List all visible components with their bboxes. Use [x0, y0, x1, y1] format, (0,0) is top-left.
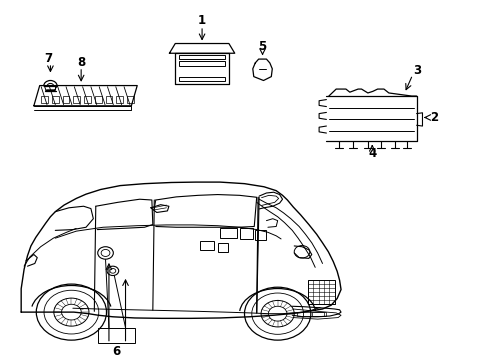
- Bar: [62, 96, 69, 103]
- Text: 5: 5: [258, 40, 266, 53]
- Bar: [179, 77, 224, 81]
- Text: 1: 1: [198, 14, 206, 27]
- Text: 2: 2: [430, 111, 438, 124]
- Bar: [116, 96, 123, 103]
- Text: 4: 4: [367, 147, 376, 160]
- Bar: [217, 243, 228, 252]
- Bar: [127, 96, 134, 103]
- Bar: [179, 55, 224, 59]
- Bar: [297, 312, 326, 316]
- Bar: [73, 96, 80, 103]
- Bar: [307, 280, 334, 303]
- Bar: [220, 229, 237, 238]
- Text: 8: 8: [77, 56, 85, 69]
- Bar: [98, 328, 135, 343]
- Bar: [41, 96, 48, 103]
- Bar: [179, 61, 224, 66]
- Bar: [239, 228, 253, 239]
- Bar: [105, 96, 112, 103]
- Bar: [311, 312, 324, 316]
- Bar: [52, 96, 59, 103]
- Bar: [255, 230, 265, 240]
- Bar: [84, 96, 91, 103]
- Bar: [95, 96, 102, 103]
- Text: 6: 6: [112, 345, 121, 357]
- Text: 3: 3: [413, 64, 421, 77]
- Bar: [199, 241, 214, 250]
- Text: 7: 7: [44, 52, 52, 65]
